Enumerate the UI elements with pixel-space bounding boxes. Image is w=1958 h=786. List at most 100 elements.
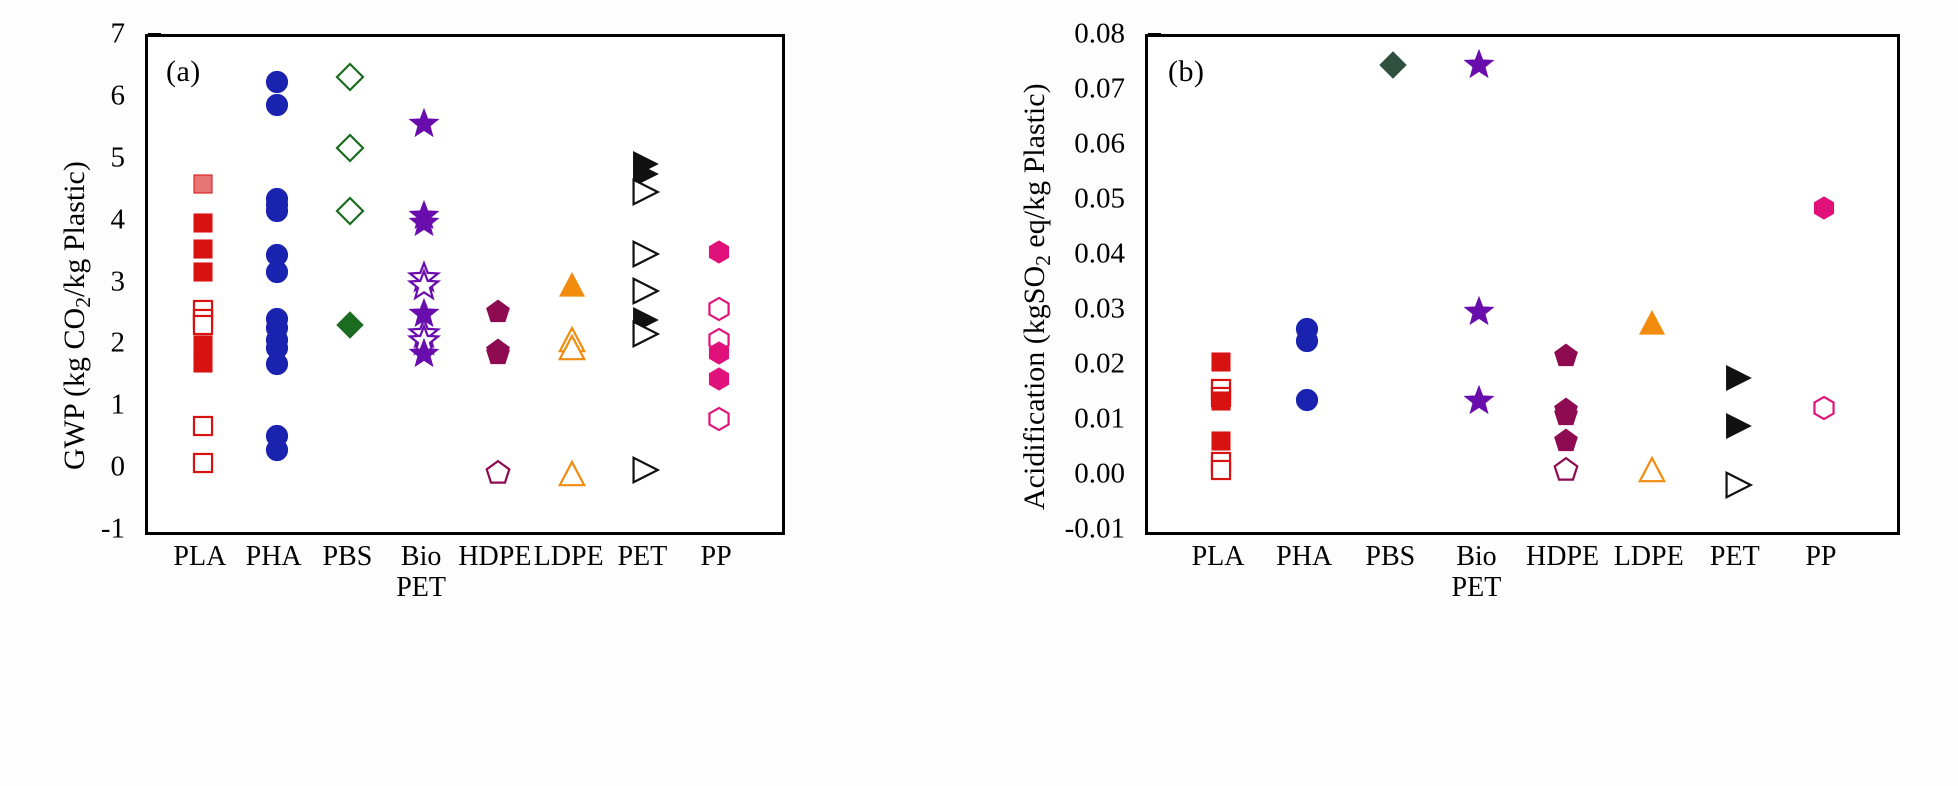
x-tick-label: LDPE xyxy=(1613,541,1684,572)
data-point-ldpe xyxy=(557,460,586,487)
data-point-pha xyxy=(265,336,288,359)
data-point-pp xyxy=(707,327,731,353)
data-point-pha xyxy=(265,438,288,461)
data-point-ldpe xyxy=(557,325,586,353)
data-point-bio-pet xyxy=(1463,295,1495,327)
data-point-pet xyxy=(1725,364,1752,392)
y-tick-label: -0.01 xyxy=(1064,512,1125,545)
data-point-pp xyxy=(707,340,731,365)
x-tick-label: PBS xyxy=(322,541,373,572)
x-tick-label: PP xyxy=(1805,541,1837,572)
data-point-pp xyxy=(707,407,731,432)
data-point-pla xyxy=(1210,378,1232,400)
data-point-pbs xyxy=(335,133,365,163)
x-tick-label: PBS xyxy=(1365,541,1416,572)
y-tick-label: 0.07 xyxy=(1074,72,1125,105)
data-point-pla xyxy=(1211,391,1232,412)
data-point-pha xyxy=(265,71,288,94)
y-tick-label: 0.05 xyxy=(1074,182,1125,215)
data-point-pla xyxy=(192,174,213,195)
x-tick-label: HDPE xyxy=(1526,541,1600,572)
data-point-pla xyxy=(192,335,213,356)
data-point-hdpe xyxy=(1553,397,1578,422)
data-point-hdpe xyxy=(485,459,511,486)
data-point-pha xyxy=(265,93,288,117)
data-point-pbs xyxy=(335,196,365,227)
data-point-bio-pet xyxy=(408,206,440,238)
data-point-pha xyxy=(265,316,288,339)
y-tick-label: 1 xyxy=(110,388,126,421)
y-tick-label: 5 xyxy=(110,141,126,174)
x-tick-label: PHA xyxy=(1276,541,1333,572)
y-tick-label: 0.00 xyxy=(1074,457,1125,490)
data-point-pla xyxy=(192,415,214,436)
data-point-pla xyxy=(192,353,213,374)
data-point-ldpe xyxy=(557,333,586,361)
data-point-pp xyxy=(707,366,731,391)
y-tick-label: 3 xyxy=(110,265,126,297)
data-point-pet xyxy=(1725,413,1752,440)
data-point-pet xyxy=(632,276,661,305)
y-tick-label: 7 xyxy=(110,17,126,50)
x-tick-label: PHA xyxy=(245,541,302,572)
data-point-hdpe xyxy=(1552,457,1579,483)
data-point-pla xyxy=(1211,351,1232,372)
x-tick-label: PP xyxy=(700,541,732,572)
data-point-pha xyxy=(265,194,288,217)
data-point-pet xyxy=(632,161,660,188)
data-point-bio-pet xyxy=(407,260,442,293)
data-point-bio-pet xyxy=(408,107,440,139)
data-point-pp xyxy=(707,240,731,264)
data-point-pha xyxy=(1296,388,1319,412)
data-point-bio-pet xyxy=(407,316,442,349)
data-point-pha xyxy=(1296,317,1319,340)
data-point-pp xyxy=(707,296,731,322)
y-tick-label: 0.03 xyxy=(1074,292,1125,325)
data-point-pet xyxy=(632,319,661,349)
data-point-pbs xyxy=(1379,50,1408,79)
data-point-ldpe xyxy=(1638,309,1665,336)
x-tick-label: LDPE xyxy=(533,541,604,572)
panel-b-data-markers xyxy=(1148,37,1897,532)
data-point-ldpe xyxy=(558,271,585,298)
panel-b-label: (b) xyxy=(1168,55,1205,88)
data-point-bio-pet xyxy=(408,297,440,329)
x-tick-label: HDPE xyxy=(458,541,532,572)
data-point-pha xyxy=(265,307,288,330)
data-point-bio-pet xyxy=(407,323,442,356)
data-point-pet xyxy=(632,150,660,177)
data-point-pha xyxy=(265,200,288,223)
data-point-pla xyxy=(192,452,214,473)
y-tick-label: -1 xyxy=(100,512,125,545)
data-point-hdpe xyxy=(1553,343,1578,369)
x-tick-label: PLA xyxy=(173,541,227,572)
data-point-pla xyxy=(192,239,213,260)
y-tick-label: 0 xyxy=(110,450,126,483)
data-point-pha xyxy=(265,425,288,448)
y-tick-label: 4 xyxy=(110,203,126,236)
data-point-bio-pet xyxy=(408,200,440,231)
data-point-pet xyxy=(1725,471,1753,500)
data-point-pp xyxy=(1812,195,1836,220)
data-point-bio-pet xyxy=(1463,48,1495,80)
data-point-pet xyxy=(632,239,661,268)
data-point-pp xyxy=(1812,395,1836,421)
y-tick-label: 0.01 xyxy=(1074,402,1125,435)
data-point-pha xyxy=(265,329,288,352)
data-point-bio-pet xyxy=(407,268,442,301)
data-point-bio-pet xyxy=(1463,384,1495,416)
data-point-ldpe xyxy=(1637,455,1666,483)
panel-a-gwp: GWP (kg CO2/kg Plastic) -1 0 1 2 3 4 5 6 7 (a) P… xyxy=(58,17,785,603)
x-tick-label: PLA xyxy=(1191,541,1245,572)
data-point-pla xyxy=(1210,387,1232,408)
data-point-pla xyxy=(192,212,213,233)
data-point-pla xyxy=(192,308,214,329)
panel-b-acidification: Acidification (kgSO2 eq/kg Plastic) -0.0… xyxy=(980,0,1958,786)
y-tick-label: 2 xyxy=(110,326,126,359)
data-point-hdpe xyxy=(485,341,510,366)
x-tick-label: PET xyxy=(1709,541,1760,572)
data-point-pla xyxy=(192,314,214,335)
panel-a-plot-frame: (a) xyxy=(145,34,785,535)
data-point-pha xyxy=(265,261,288,284)
